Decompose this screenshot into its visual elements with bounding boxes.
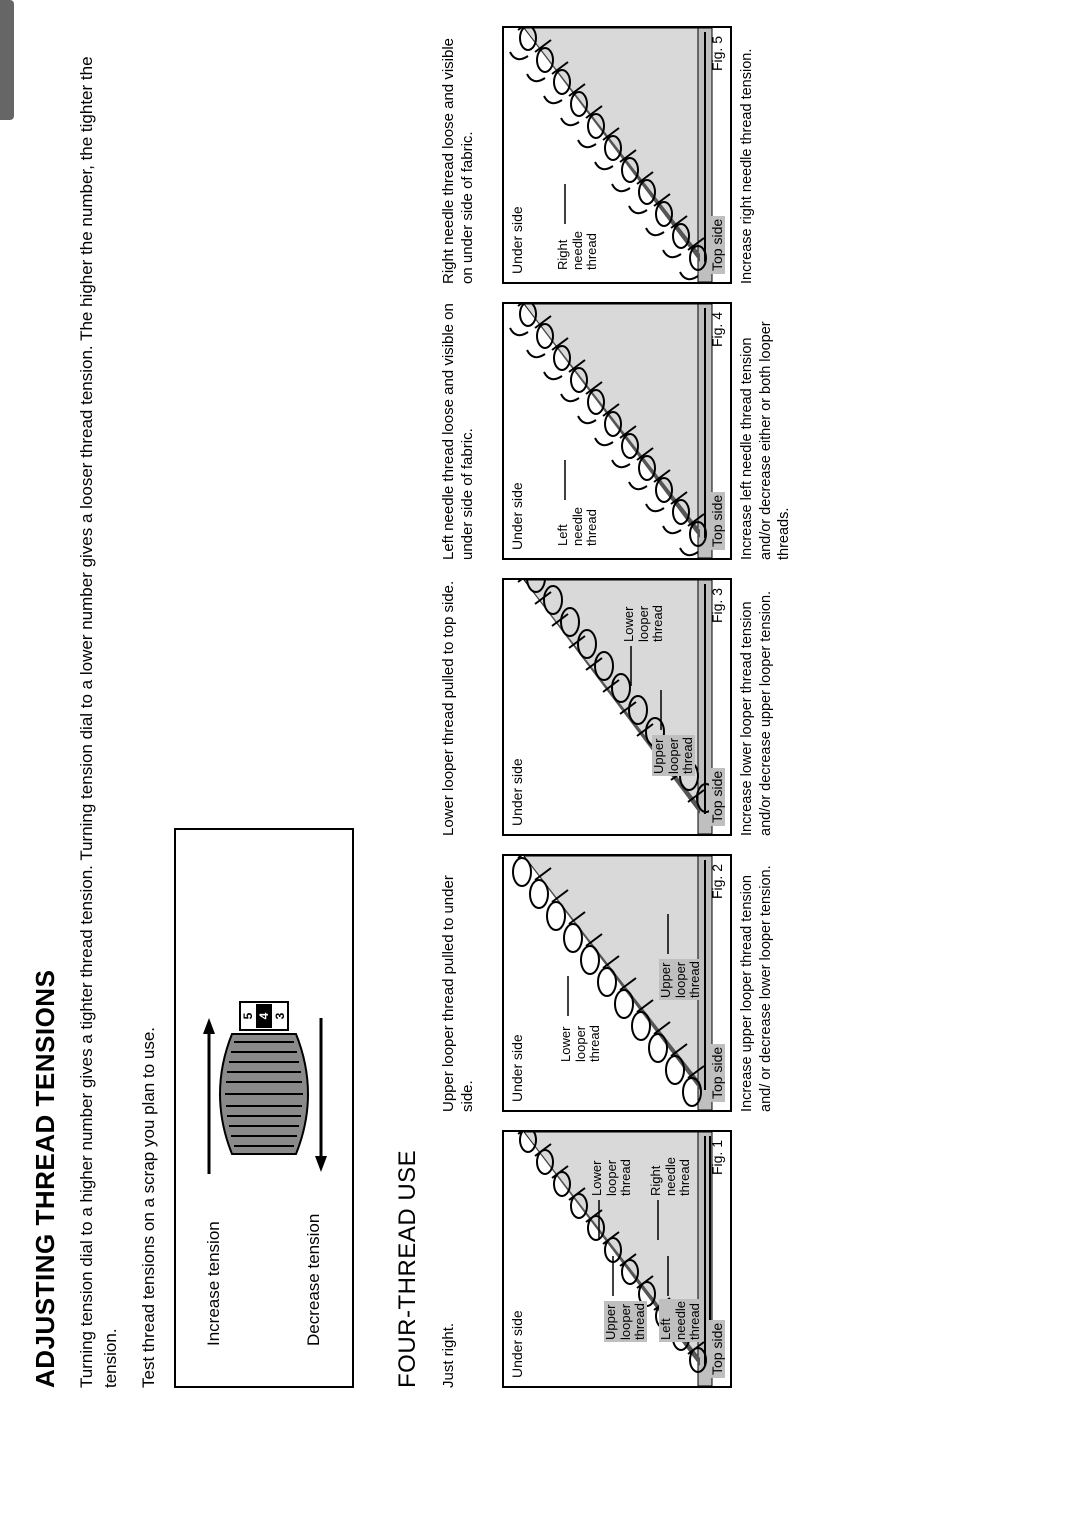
figure-3-solution: Increase lower looper thread tension and… <box>738 578 794 836</box>
under-side-label: Under side <box>509 758 525 826</box>
under-side-label: Under side <box>509 482 525 550</box>
figure-1-thread-label-1: Upper looper thread <box>604 1301 647 1342</box>
intro-paragraph-2: Test thread tensions on a scrap you plan… <box>137 40 161 1388</box>
figure-3-thread-label-1: Upper looper thread <box>652 735 695 776</box>
figure-cell-1: Just right. Under side Top side Fig. 1 Upper… <box>440 1130 794 1388</box>
figure-3-number: Fig. 3 <box>709 588 725 623</box>
figure-2-solution: Increase upper looper thread tension and… <box>738 854 794 1112</box>
figure-cell-4: Left needle thread loose and visible on … <box>440 302 794 560</box>
dial-number-4: 4 <box>257 1012 271 1019</box>
figure-3-thread-label-2: Lower looper thread <box>622 605 665 642</box>
figure-1-thread-label-4: Right needle thread <box>649 1157 692 1196</box>
dial-number-5: 5 <box>241 1012 255 1019</box>
page-content: ADJUSTING THREAD TENSIONS Turning tensio… <box>0 0 1080 1528</box>
figure-5-problem: Right needle thread loose and visible on… <box>440 26 498 284</box>
figure-5-thread-label-1: Right needle thread <box>556 231 599 270</box>
figure-2-diagram: Under side Top side Fig. 2 Lower looper thr… <box>502 854 732 1112</box>
figure-2-number: Fig. 2 <box>709 864 725 899</box>
figure-1-diagram: Under side Top side Fig. 1 Upper looper thr… <box>502 1130 732 1388</box>
top-side-label: Top side <box>709 1044 725 1102</box>
decrease-tension-label: Decrease tension <box>304 1214 324 1346</box>
figure-4-thread-label-1: Left needle thread <box>556 507 599 546</box>
figure-4-problem: Left needle thread loose and visible on … <box>440 302 498 560</box>
figure-1-thread-label-3: Lower looper thread <box>590 1159 633 1196</box>
figure-3-problem: Lower looper thread pulled to top side. <box>440 578 498 836</box>
tension-dial-diagram: Increase tension Decrease tension <box>174 828 354 1388</box>
figure-cell-3: Lower looper thread pulled to top side.U… <box>440 578 794 836</box>
four-thread-heading: FOUR-THREAD USE <box>394 40 422 1388</box>
figure-5-diagram: Under side Top side Fig. 5 Right needle thr… <box>502 26 732 284</box>
under-side-label: Under side <box>509 1310 525 1378</box>
intro-text: Turning tension dial to a higher number … <box>75 40 160 1388</box>
figure-4-number: Fig. 4 <box>709 312 725 347</box>
figure-5-number: Fig. 5 <box>709 36 725 71</box>
figure-1-number: Fig. 1 <box>709 1140 725 1175</box>
figure-5-solution: Increase right needle thread tension. <box>738 26 794 284</box>
intro-paragraph-1: Turning tension dial to a higher number … <box>75 40 123 1388</box>
top-side-label: Top side <box>709 216 725 274</box>
under-side-label: Under side <box>509 1034 525 1102</box>
dial-number-3: 3 <box>273 1012 287 1019</box>
figure-cell-2: Upper looper thread pulled to under side… <box>440 854 794 1112</box>
top-side-label: Top side <box>709 492 725 550</box>
figure-4-diagram: Under side Top side Fig. 4 Left needle thre… <box>502 302 732 560</box>
under-side-label: Under side <box>509 206 525 274</box>
figure-3-diagram: Under side Top side Fig. 3 Upper looper thr… <box>502 578 732 836</box>
figures-row: Just right. Under side Top side Fig. 1 Upper… <box>440 40 794 1388</box>
figure-1-thread-label-2: Left needle thread <box>659 1299 702 1342</box>
figure-1-problem: Just right. <box>440 1130 498 1388</box>
top-side-label: Top side <box>709 1320 725 1378</box>
page-title: ADJUSTING THREAD TENSIONS <box>30 40 61 1388</box>
figure-4-solution: Increase left needle thread tension and/… <box>738 302 794 560</box>
figure-1-solution <box>738 1130 794 1388</box>
figure-2-problem: Upper looper thread pulled to under side… <box>440 854 498 1112</box>
figure-cell-5: Right needle thread loose and visible on… <box>440 26 794 284</box>
figure-2-thread-label-1: Lower looper thread <box>559 1025 602 1062</box>
tension-dial-icon: 5 4 3 <box>189 994 339 1184</box>
increase-tension-label: Increase tension <box>204 1214 224 1346</box>
figure-2-thread-label-2: Upper looper thread <box>659 959 702 1000</box>
top-side-label: Top side <box>709 768 725 826</box>
